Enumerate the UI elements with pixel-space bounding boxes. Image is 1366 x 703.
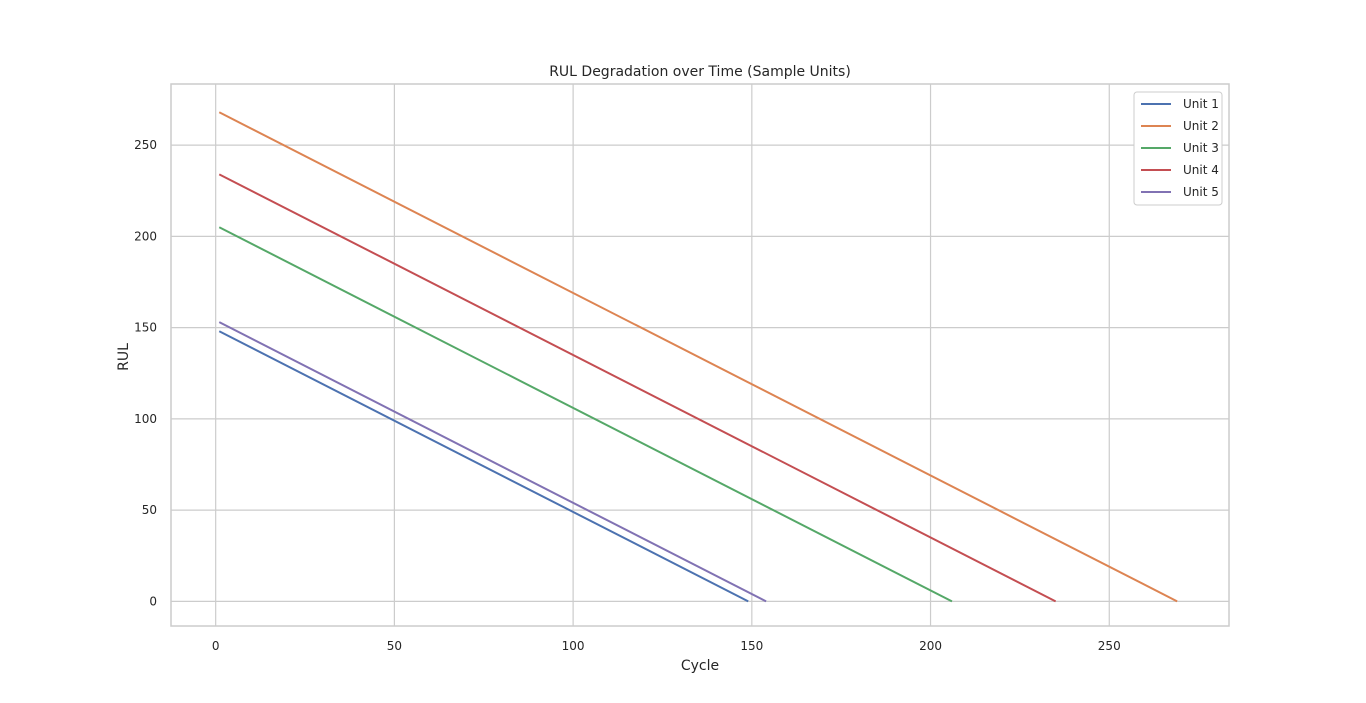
y-tick-label: 100 <box>134 412 157 426</box>
tick-labels: 0 50 100 150 200 250 0 50 100 150 200 250 <box>134 138 1121 653</box>
x-axis-label: Cycle <box>681 658 719 674</box>
x-tick-label: 200 <box>919 639 942 653</box>
legend-label: Unit 3 <box>1183 141 1219 155</box>
x-tick-label: 100 <box>562 639 585 653</box>
legend-label: Unit 1 <box>1183 97 1219 111</box>
grid <box>171 84 1229 626</box>
series-line-unit-5 <box>218 321 767 603</box>
x-tick-label: 50 <box>387 639 402 653</box>
y-tick-label: 0 <box>149 594 157 608</box>
legend-box <box>1133 91 1223 206</box>
x-tick-label: 0 <box>212 639 220 653</box>
series-line-unit-4 <box>218 173 1057 603</box>
legend-label: Unit 4 <box>1183 163 1219 177</box>
series-line-unit-1 <box>218 330 749 603</box>
legend-label: Unit 2 <box>1183 119 1219 133</box>
y-tick-label: 150 <box>134 321 157 335</box>
y-tick-label: 250 <box>134 138 157 152</box>
chart-title: RUL Degradation over Time (Sample Units) <box>549 64 851 80</box>
series-line-unit-2 <box>218 111 1178 603</box>
plot-frame <box>170 83 1230 627</box>
legend-label: Unit 5 <box>1183 185 1219 199</box>
x-tick-label: 150 <box>740 639 763 653</box>
y-tick-label: 50 <box>142 503 157 517</box>
x-tick-label: 250 <box>1098 639 1121 653</box>
series-line-unit-3 <box>218 226 953 603</box>
legend: Unit 1 Unit 2 Unit 3 Unit 4 Unit 5 <box>1133 91 1223 206</box>
series-lines <box>218 111 1178 603</box>
y-axis-label: RUL <box>116 343 132 371</box>
y-tick-label: 200 <box>134 229 157 243</box>
